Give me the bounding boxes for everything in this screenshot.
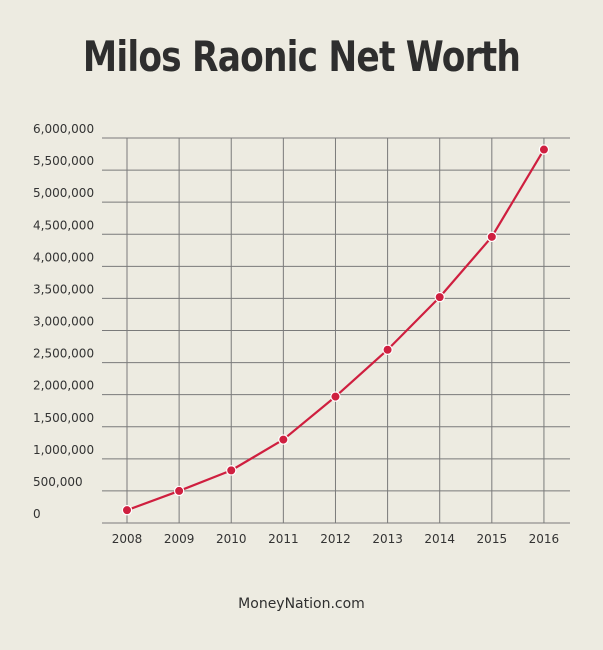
data-point	[121, 504, 133, 516]
x-tick-label: 2013	[372, 532, 403, 546]
data-point	[382, 344, 393, 355]
data-point	[226, 465, 237, 476]
y-tick-label: 0	[33, 507, 41, 521]
y-tick-label: 1,000,000	[33, 443, 94, 457]
data-point	[538, 144, 550, 155]
series-layer	[121, 144, 550, 516]
y-tick-label: 2,500,000	[33, 347, 94, 361]
y-tick-label: 3,000,000	[33, 315, 94, 329]
data-point	[173, 485, 185, 497]
data-point	[486, 231, 498, 243]
y-tick-label: 5,000,000	[33, 186, 94, 200]
y-tick-label: 3,500,000	[33, 282, 94, 296]
x-tick-label: 2016	[529, 532, 560, 546]
y-tick-label: 1,500,000	[33, 411, 94, 425]
x-tick-label: 2008	[112, 532, 143, 546]
y-tick-label: 500,000	[33, 475, 83, 489]
x-tick-label: 2011	[268, 532, 299, 546]
y-tick-label: 5,500,000	[33, 154, 94, 168]
grid	[102, 137, 570, 524]
y-tick-label: 6,000,000	[33, 122, 94, 136]
y-tick-label: 4,000,000	[33, 250, 94, 264]
source-credit: MoneyNation.com	[238, 596, 365, 612]
x-tick-label: 2015	[477, 532, 508, 546]
x-tick-label: 2012	[320, 532, 351, 546]
data-point	[330, 391, 341, 402]
y-axis-ticks: 0 500,000 1,000,000 1,500,000 2,000,000 2,500…	[33, 122, 94, 521]
data-point	[434, 291, 445, 303]
x-tick-label: 2014	[424, 532, 455, 546]
x-tick-label: 2010	[216, 532, 247, 546]
x-axis-ticks: 2008 2009 2010 2011 2012 2013 2014 2015 2016	[112, 532, 559, 546]
y-tick-label: 4,500,000	[33, 218, 94, 232]
data-point	[278, 434, 289, 445]
chart-title: Milos Raonic Net Worth	[82, 32, 521, 81]
y-tick-label: 2,000,000	[33, 379, 94, 393]
x-tick-label: 2009	[164, 532, 195, 546]
